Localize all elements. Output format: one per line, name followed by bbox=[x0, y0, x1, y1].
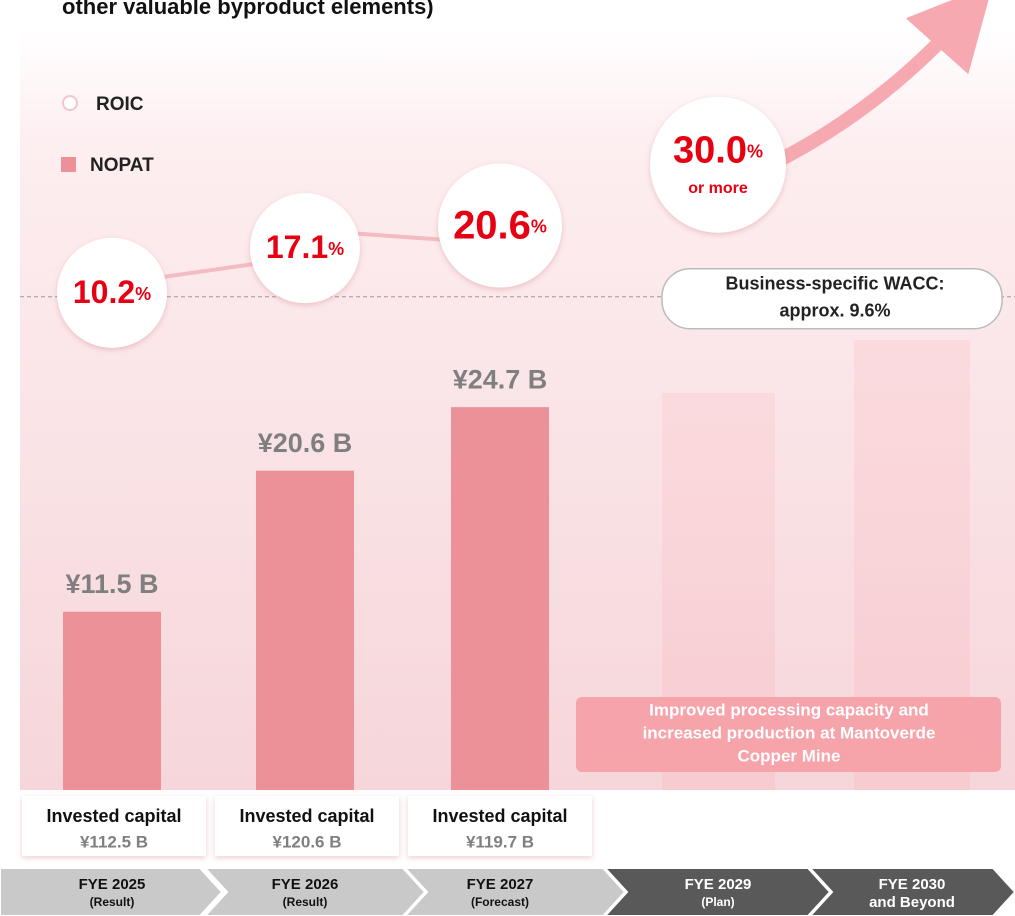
roic-label: 10.2% bbox=[73, 274, 151, 310]
bar bbox=[451, 407, 549, 790]
wacc-label: Business-specific WACC: bbox=[725, 273, 944, 293]
annotation-box bbox=[576, 697, 1001, 772]
invested-box bbox=[408, 796, 592, 856]
x-tick-sublabel: and Beyond bbox=[869, 894, 955, 911]
annotation-text: increased production at Mantoverde bbox=[643, 723, 936, 742]
invested-value: ¥119.7 B bbox=[466, 832, 534, 851]
roic-unit: % bbox=[531, 216, 547, 236]
legend-label: NOPAT bbox=[90, 155, 154, 176]
annotation-text: Improved processing capacity and bbox=[649, 700, 929, 719]
invested-value: ¥112.5 B bbox=[80, 832, 148, 851]
x-tick-sublabel: (Result) bbox=[90, 895, 135, 909]
category-chevron bbox=[402, 867, 627, 916]
x-tick-sublabel: (Result) bbox=[283, 895, 328, 909]
wacc-label: approx. 9.6% bbox=[779, 300, 890, 320]
roic-value: 20.6 bbox=[453, 203, 531, 247]
invested-label: Invested capital bbox=[46, 806, 181, 826]
trend-arrow bbox=[766, 0, 994, 172]
invested-box bbox=[22, 796, 206, 856]
invested-label: Invested capital bbox=[239, 806, 374, 826]
category-chevron bbox=[202, 867, 427, 916]
invested-box bbox=[215, 796, 399, 856]
invested-label: Invested capital bbox=[432, 806, 567, 826]
roic-unit: % bbox=[747, 141, 763, 161]
x-tick-label: FYE 2030 bbox=[879, 876, 946, 893]
invested-value: ¥120.6 B bbox=[273, 832, 342, 851]
roic-unit: % bbox=[328, 239, 344, 259]
roic-marker bbox=[57, 237, 167, 348]
category-chevron bbox=[0, 867, 224, 916]
annotation-text: Copper Mine bbox=[738, 746, 841, 765]
category-chevron bbox=[602, 867, 832, 916]
roic-connector bbox=[156, 261, 261, 280]
bar bbox=[63, 611, 161, 790]
chart-title: other valuable byproduct elements) bbox=[62, 0, 434, 19]
x-tick-sublabel: (Forecast) bbox=[471, 895, 529, 909]
roic-unit: % bbox=[135, 284, 151, 304]
roic-marker bbox=[650, 96, 786, 233]
roic-value: 30.0 bbox=[673, 130, 747, 172]
roic-marker bbox=[438, 163, 562, 288]
x-tick-label: FYE 2029 bbox=[685, 876, 752, 893]
roic-label: 30.0% bbox=[673, 130, 763, 172]
bar-value-label: ¥20.6 B bbox=[258, 428, 353, 458]
roic-label: 20.6% bbox=[453, 203, 547, 247]
bar bbox=[256, 470, 354, 790]
bar-value-label: ¥11.5 B bbox=[65, 569, 158, 599]
legend-marker bbox=[62, 95, 78, 111]
x-tick-label: FYE 2026 bbox=[272, 876, 339, 893]
category-chevron bbox=[807, 867, 1015, 916]
legend-label: ROIC bbox=[96, 94, 144, 115]
legend-marker bbox=[61, 157, 76, 172]
x-tick-label: FYE 2025 bbox=[79, 876, 146, 893]
x-tick-label: FYE 2027 bbox=[467, 876, 534, 893]
wacc-box bbox=[661, 267, 1003, 330]
roic-label: 17.1% bbox=[266, 230, 344, 266]
roic-connector bbox=[349, 231, 456, 243]
roic-marker bbox=[250, 193, 360, 304]
roic-note: or more bbox=[688, 180, 748, 197]
roic-value: 17.1 bbox=[266, 230, 328, 266]
roic-value: 10.2 bbox=[73, 274, 135, 310]
x-tick-sublabel: (Plan) bbox=[701, 895, 734, 909]
bar-value-label: ¥24.7 B bbox=[453, 364, 548, 394]
